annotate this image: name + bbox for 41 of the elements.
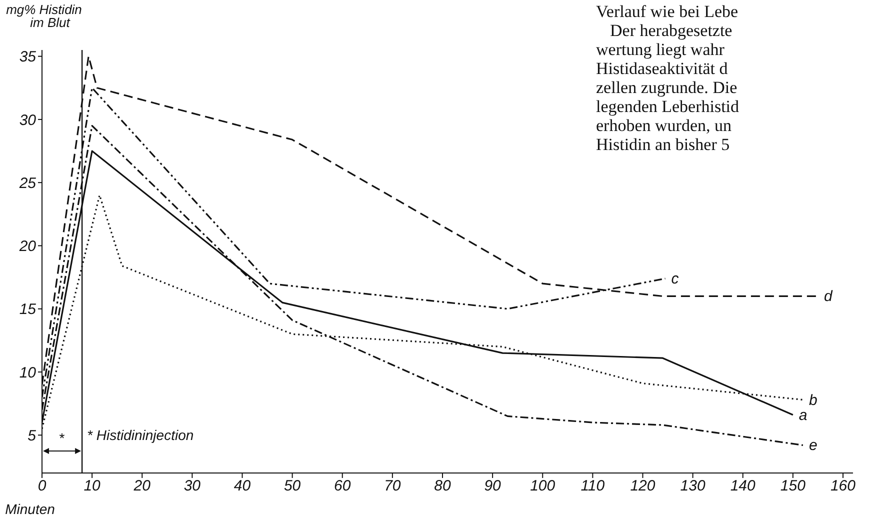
series-label: c — [671, 270, 680, 288]
x-tick-label: 0 — [38, 478, 47, 495]
text: Der herabgesetzte — [610, 21, 732, 40]
x-tick-label: 130 — [680, 478, 706, 495]
x-tick-label: 40 — [234, 478, 252, 495]
y-tick-label: 35 — [19, 48, 37, 66]
annotation: erhoben wurden, un — [596, 116, 732, 135]
y-tick-label: 30 — [19, 112, 37, 129]
series-label: b — [808, 392, 818, 409]
x-tick-label: 50 — [284, 478, 302, 495]
y-tick-label: 5 — [28, 427, 37, 444]
x-axis-title: Minuten — [5, 501, 56, 517]
x-tick-label: 150 — [780, 478, 806, 495]
annotation: Histidin an bisher 5 — [596, 135, 730, 154]
y-tick-label: 10 — [19, 364, 37, 382]
x-tick-label: 100 — [530, 478, 556, 495]
x-tick-label: 60 — [334, 478, 352, 495]
annotation: wertung liegt wahr — [596, 40, 725, 59]
y-tick-label: 15 — [19, 301, 37, 318]
x-tick-label: 140 — [730, 478, 756, 495]
ref-line-label: * — [59, 430, 66, 446]
annotation: zellen zugrunde. Die — [596, 78, 738, 97]
y-tick-label: 20 — [18, 238, 37, 256]
series-label: e — [808, 437, 818, 454]
annotation: Histidaseaktivität d — [596, 59, 728, 78]
series-label: a — [798, 406, 808, 424]
x-tick-label: 20 — [132, 478, 152, 495]
x-tick-label: 10 — [84, 478, 102, 495]
x-tick-label: 30 — [184, 478, 202, 495]
x-tick-label: 110 — [580, 478, 606, 495]
text: Verlauf wie bei Lebe — [596, 2, 738, 21]
y-tick-label: 25 — [18, 174, 37, 192]
x-tick-label: 80 — [434, 478, 452, 495]
x-tick-label: 120 — [630, 478, 656, 495]
x-tick-label: 70 — [384, 478, 402, 495]
annotation: legenden Leberhistid — [596, 97, 740, 116]
y-axis-title: mg% Histidin im Blut — [6, 2, 82, 30]
annotation: * Histidininjection — [87, 427, 194, 443]
x-tick-label: 160 — [830, 478, 856, 495]
series-label: d — [824, 288, 833, 306]
x-tick-label: 90 — [484, 478, 502, 495]
